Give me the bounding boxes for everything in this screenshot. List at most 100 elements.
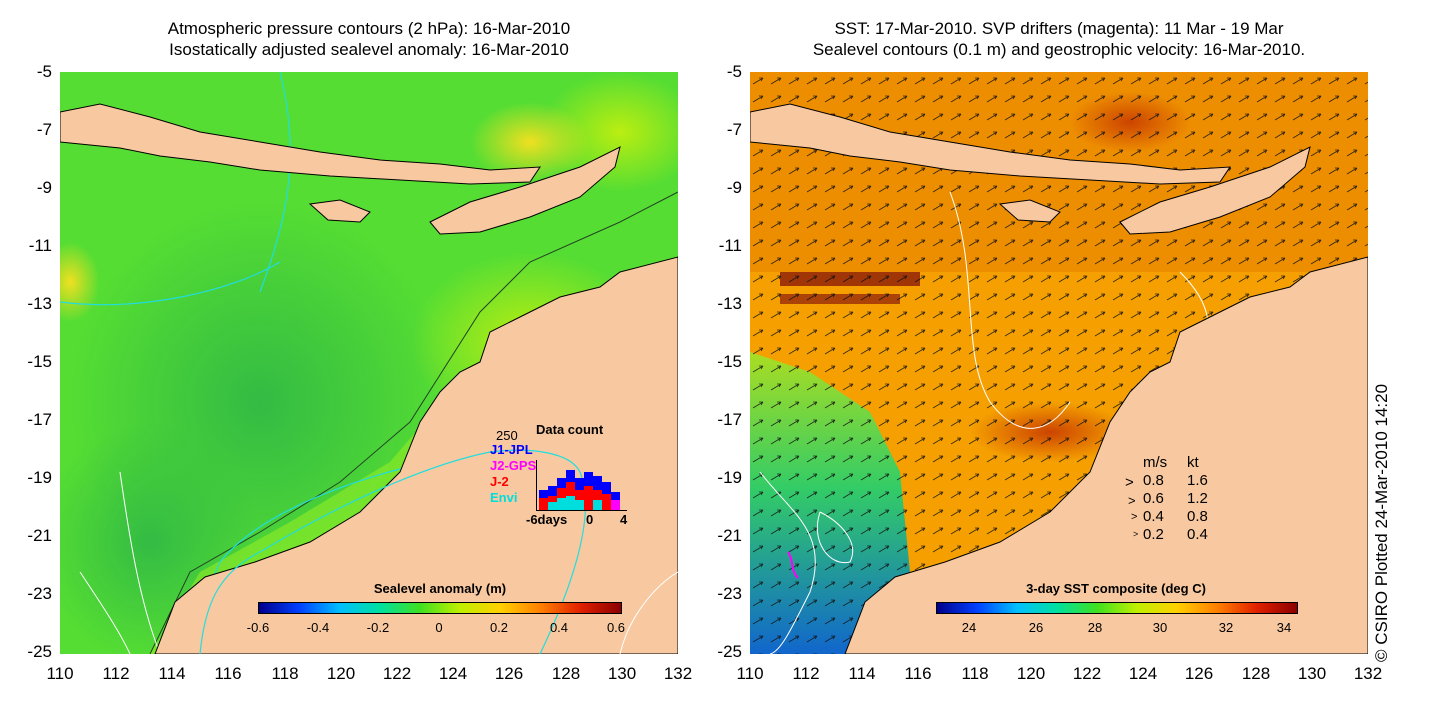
sla-colorbar [258, 602, 622, 614]
lon-tick: 120 [1016, 664, 1046, 683]
australia-mainland [154, 256, 678, 654]
lat-tick: -23 [717, 584, 742, 603]
sla-high-patch [60, 242, 100, 322]
lon-tick: 130 [607, 664, 637, 683]
lon-tick: 110 [736, 664, 764, 683]
sealevel-anomaly-map[interactable]: Data count 250 J1-JPL J2-GPS J-2 Envi -6… [60, 72, 678, 654]
sla-colorbar-tick: -0.4 [306, 620, 330, 635]
lon-tick: 132 [1353, 664, 1383, 683]
lon-tick: 124 [438, 664, 468, 683]
right-title-line2: Sealevel contours (0.1 m) and geostrophi… [812, 40, 1306, 59]
legend-arrow-icon: > [1128, 493, 1136, 508]
legend-arrow-icon: > [1125, 474, 1134, 491]
lat-tick: -11 [718, 236, 742, 255]
lesser-sunda-islands [60, 103, 541, 185]
right-title: SST: 17-Mar-2010. SVP drifters (magenta)… [750, 18, 1368, 60]
source-label-envi: Envi [490, 490, 518, 505]
velocity-legend-header-kt: kt [1187, 454, 1199, 471]
lon-tick: 114 [158, 664, 186, 683]
sla-colorbar-tick: 0.6 [606, 620, 626, 635]
right-title-line1: SST: 17-Mar-2010. SVP drifters (magenta)… [834, 19, 1284, 38]
sst-colorbar-tick: 24 [961, 620, 977, 635]
lon-tick: 120 [326, 664, 356, 683]
australia-mainland-sst [844, 256, 1368, 654]
sla-colorbar-tick: -0.2 [366, 620, 390, 635]
sst-colorbar-label: 3-day SST composite (deg C) [1026, 581, 1206, 596]
lon-tick: 132 [663, 664, 693, 683]
sst-colorbar-tick: 26 [1028, 620, 1044, 635]
velocity-ms: 0.2 [1143, 526, 1164, 543]
lat-tick: -21 [717, 526, 742, 545]
lat-tick: -25 [27, 642, 52, 661]
pressure-contour [119, 471, 161, 654]
sealevel-contour [949, 191, 1071, 429]
sst-map[interactable]: m/s kt > 0.8 1.6 > 0.6 1.2 > 0.4 0.8 > 0… [750, 72, 1368, 654]
lat-tick: -23 [27, 584, 52, 603]
timor-island [429, 146, 621, 235]
sealevel-contour [816, 511, 854, 564]
lat-tick: -5 [726, 62, 742, 81]
lon-tick: 122 [1072, 664, 1102, 683]
velocity-kt: 0.4 [1187, 526, 1208, 543]
lon-tick: 128 [551, 664, 581, 683]
data-count-x-zero: 0 [586, 512, 594, 527]
timor-island-sst [1119, 146, 1311, 235]
lon-tick: 124 [1128, 664, 1158, 683]
lat-tick: -19 [27, 468, 52, 487]
data-count-x-end: 4 [620, 512, 628, 527]
lat-tick: -11 [28, 236, 52, 255]
lat-tick: -5 [36, 62, 52, 81]
lon-tick: 126 [1184, 664, 1214, 683]
sla-high-patch [470, 102, 590, 182]
sst-colorbar-tick: 30 [1152, 620, 1168, 635]
lat-tick: -17 [27, 410, 52, 429]
lat-tick: -9 [726, 178, 742, 197]
data-count-bars [536, 460, 627, 511]
lon-tick: 116 [904, 664, 932, 683]
left-title-line1: Atmospheric pressure contours (2 hPa): 1… [167, 19, 571, 38]
cyan-contour-land [199, 449, 587, 654]
lat-tick: -15 [27, 352, 52, 371]
sst-colorbar-tick: 28 [1087, 620, 1103, 635]
lon-tick: 112 [102, 664, 130, 683]
sla-colorbar-label: Sealevel anomaly (m) [373, 581, 507, 596]
velocity-kt: 1.6 [1187, 472, 1208, 489]
velocity-kt: 1.2 [1187, 490, 1208, 507]
data-count-title: Data count [536, 422, 604, 437]
sla-colorbar-tick: -0.6 [246, 620, 270, 635]
lat-tick: -7 [36, 120, 52, 139]
svp-drifter-track [787, 551, 799, 579]
data-count-max: 250 [496, 428, 518, 443]
pressure-contour [60, 261, 281, 306]
lat-tick: -13 [27, 294, 52, 313]
velocity-legend: m/s kt > 0.8 1.6 > 0.6 1.2 > 0.4 0.8 > 0… [1125, 454, 1235, 544]
legend-arrow-icon: > [1133, 529, 1139, 539]
lon-tick: 118 [271, 664, 299, 683]
lon-tick: 116 [214, 664, 242, 683]
sla-colorbar-tick: 0.4 [549, 620, 569, 635]
source-label-j2: J-2 [490, 474, 509, 489]
isobath-line [149, 191, 678, 654]
lat-tick: -17 [717, 410, 742, 429]
lat-tick: -13 [717, 294, 742, 313]
lon-tick: 112 [792, 664, 820, 683]
velocity-legend-header-ms: m/s [1143, 454, 1168, 471]
lat-tick: -7 [726, 120, 742, 139]
velocity-ms: 0.8 [1143, 472, 1164, 489]
sumba-island [308, 199, 371, 223]
lon-tick: 130 [1297, 664, 1327, 683]
sst-colorbar-tick: 34 [1276, 620, 1292, 635]
velocity-ms: 0.6 [1143, 490, 1164, 507]
velocity-kt: 0.8 [1187, 508, 1208, 525]
lon-tick: 114 [848, 664, 876, 683]
sst-colorbar [936, 602, 1298, 614]
source-label-j1-jpl: J1-JPL [490, 442, 533, 457]
lon-tick: 126 [494, 664, 524, 683]
white-contour-land [619, 571, 678, 654]
left-title-line2: Isostatically adjusted sealevel anomaly:… [169, 40, 569, 59]
lon-tick: 128 [1241, 664, 1271, 683]
source-label-j2-gps: J2-GPS [490, 458, 537, 473]
lon-tick: 110 [46, 664, 74, 683]
lat-tick: -19 [717, 468, 742, 487]
lon-tick: 118 [961, 664, 989, 683]
